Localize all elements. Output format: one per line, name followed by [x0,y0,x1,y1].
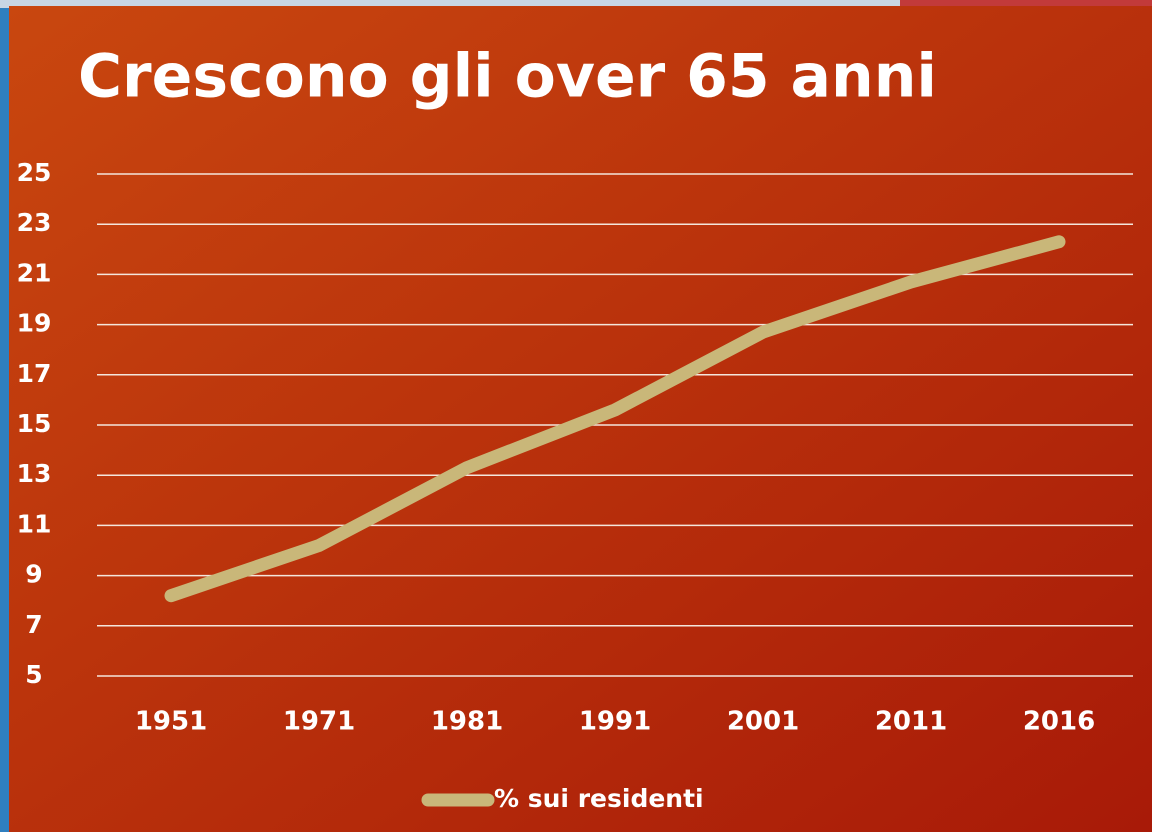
x-tick-label: 1991 [579,707,651,737]
y-tick-label: 7 [25,610,42,639]
chart: Crescono gli over 65 anni 5 7 9 11 13 15 17 19 2… [0,0,1152,832]
y-tick-label: 5 [25,660,42,689]
y-tick-label: 9 [25,560,42,589]
x-tick-label: 2011 [875,707,947,737]
y-tick-label: 23 [17,208,52,237]
x-tick-label: 2001 [727,707,799,737]
y-tick-label: 17 [17,359,52,388]
x-tick-label: 2016 [1023,707,1095,737]
y-tick-label: 19 [17,309,52,338]
y-tick-label: 13 [17,459,52,488]
y-tick-label: 15 [17,409,52,438]
x-tick-label: 1981 [431,707,503,737]
y-tick-label: 11 [17,509,52,538]
x-tick-label: 1951 [135,707,207,737]
x-tick-label: 1971 [283,707,355,737]
page: {"chart_data": {"type": "line", "title":… [0,0,1152,832]
chart-title: Crescono gli over 65 anni [78,42,937,112]
legend-label: % sui residenti [494,784,704,813]
y-tick-label: 25 [17,158,52,187]
y-tick-label: 21 [17,258,52,287]
